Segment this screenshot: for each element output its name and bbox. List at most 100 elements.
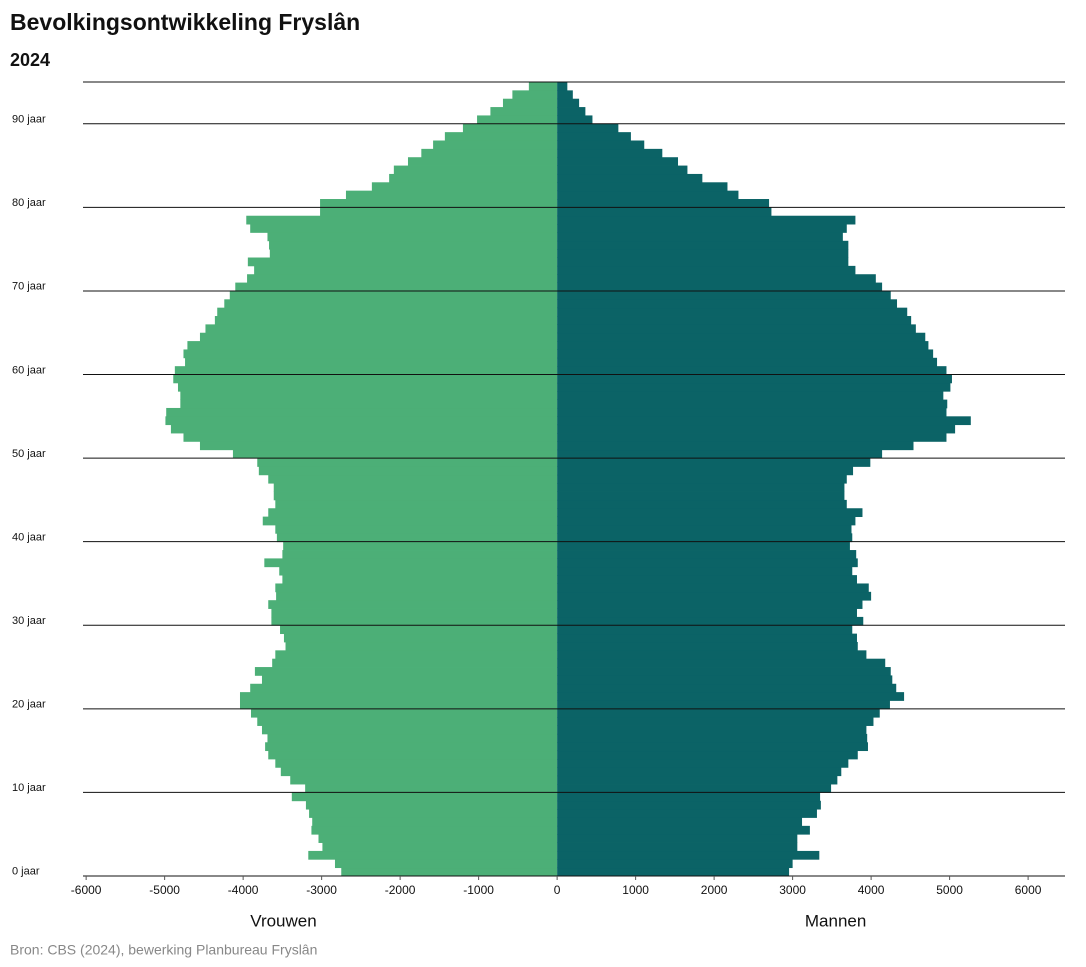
y-tick-label: 50 jaar (12, 448, 46, 460)
y-tick-label: 40 jaar (12, 531, 46, 543)
bar (557, 232, 843, 242)
bar (257, 458, 558, 467)
bar (557, 190, 739, 200)
bar (393, 165, 558, 175)
y-tick-label: 0 jaar (12, 866, 40, 878)
bar (557, 215, 856, 225)
bar (205, 324, 558, 334)
bar (421, 148, 558, 158)
bar (557, 257, 849, 267)
bar (557, 374, 952, 384)
bar (557, 692, 905, 701)
bar (557, 867, 790, 877)
chart-subtitle: 2024 (10, 50, 50, 70)
bar (267, 232, 558, 242)
bar (389, 173, 558, 183)
bar (276, 533, 558, 543)
bar (305, 800, 558, 810)
x-tick-label: 2000 (701, 883, 728, 897)
bar (271, 608, 558, 618)
bar (275, 583, 558, 593)
bar (557, 207, 772, 217)
bar (247, 274, 558, 283)
bar (273, 483, 558, 492)
bar (229, 290, 558, 300)
bar (557, 165, 688, 175)
bar (557, 725, 867, 735)
bar (490, 107, 558, 116)
bar (557, 758, 849, 768)
bar (318, 834, 558, 843)
bar (557, 483, 845, 492)
bar (557, 842, 798, 852)
bar (557, 650, 867, 660)
x-tick-label: 3000 (779, 883, 806, 897)
bar (557, 792, 821, 802)
bar (557, 524, 852, 534)
bar (557, 466, 854, 476)
bar (166, 407, 558, 417)
bar (557, 82, 568, 91)
bar (557, 583, 869, 593)
bar (170, 424, 558, 434)
bar (305, 784, 558, 793)
bar (557, 316, 912, 325)
bar (444, 132, 558, 141)
bar (557, 433, 947, 442)
bar (224, 299, 558, 309)
bar (477, 115, 558, 125)
bar (557, 733, 868, 743)
bar (268, 600, 558, 609)
bar (557, 115, 593, 125)
bar (557, 834, 798, 843)
bar (512, 90, 558, 100)
x-tick-label: 0 (554, 883, 561, 897)
bar (557, 399, 948, 409)
bar (557, 708, 880, 718)
bar (268, 508, 558, 518)
bar (180, 391, 558, 400)
bar (557, 516, 856, 526)
bar (275, 499, 558, 509)
bar (557, 591, 872, 601)
y-tick-label: 60 jaar (12, 364, 46, 376)
bar (557, 641, 858, 651)
bar (174, 366, 558, 375)
bar (257, 717, 558, 726)
bar (557, 148, 663, 158)
bar (290, 775, 558, 785)
bar (267, 733, 558, 743)
bar (557, 800, 821, 810)
bar (173, 374, 558, 384)
bar (262, 516, 558, 526)
bar (557, 132, 631, 141)
bar (557, 750, 858, 760)
x-tick-label: 6000 (1015, 883, 1042, 897)
bar (557, 700, 890, 710)
bar (268, 750, 558, 760)
bar (272, 658, 558, 668)
bar (557, 608, 857, 618)
bar (557, 290, 891, 300)
bar (502, 98, 558, 108)
bar (291, 792, 558, 802)
x-tick-label: -1000 (463, 883, 494, 897)
x-tick-label: -6000 (71, 883, 102, 897)
x-tick-label: -4000 (228, 883, 259, 897)
bar (557, 332, 926, 342)
bar (557, 324, 916, 334)
bar (557, 173, 703, 183)
bar (557, 575, 857, 584)
bar (557, 240, 849, 250)
x-tick-label: -5000 (149, 883, 180, 897)
bar (557, 349, 934, 359)
bar (261, 675, 558, 685)
bar (250, 224, 558, 233)
bar (283, 541, 558, 551)
bar (557, 675, 893, 685)
bar (279, 566, 558, 576)
bar (371, 182, 558, 192)
bar (557, 249, 849, 258)
bar (235, 282, 558, 292)
bar (557, 742, 868, 752)
